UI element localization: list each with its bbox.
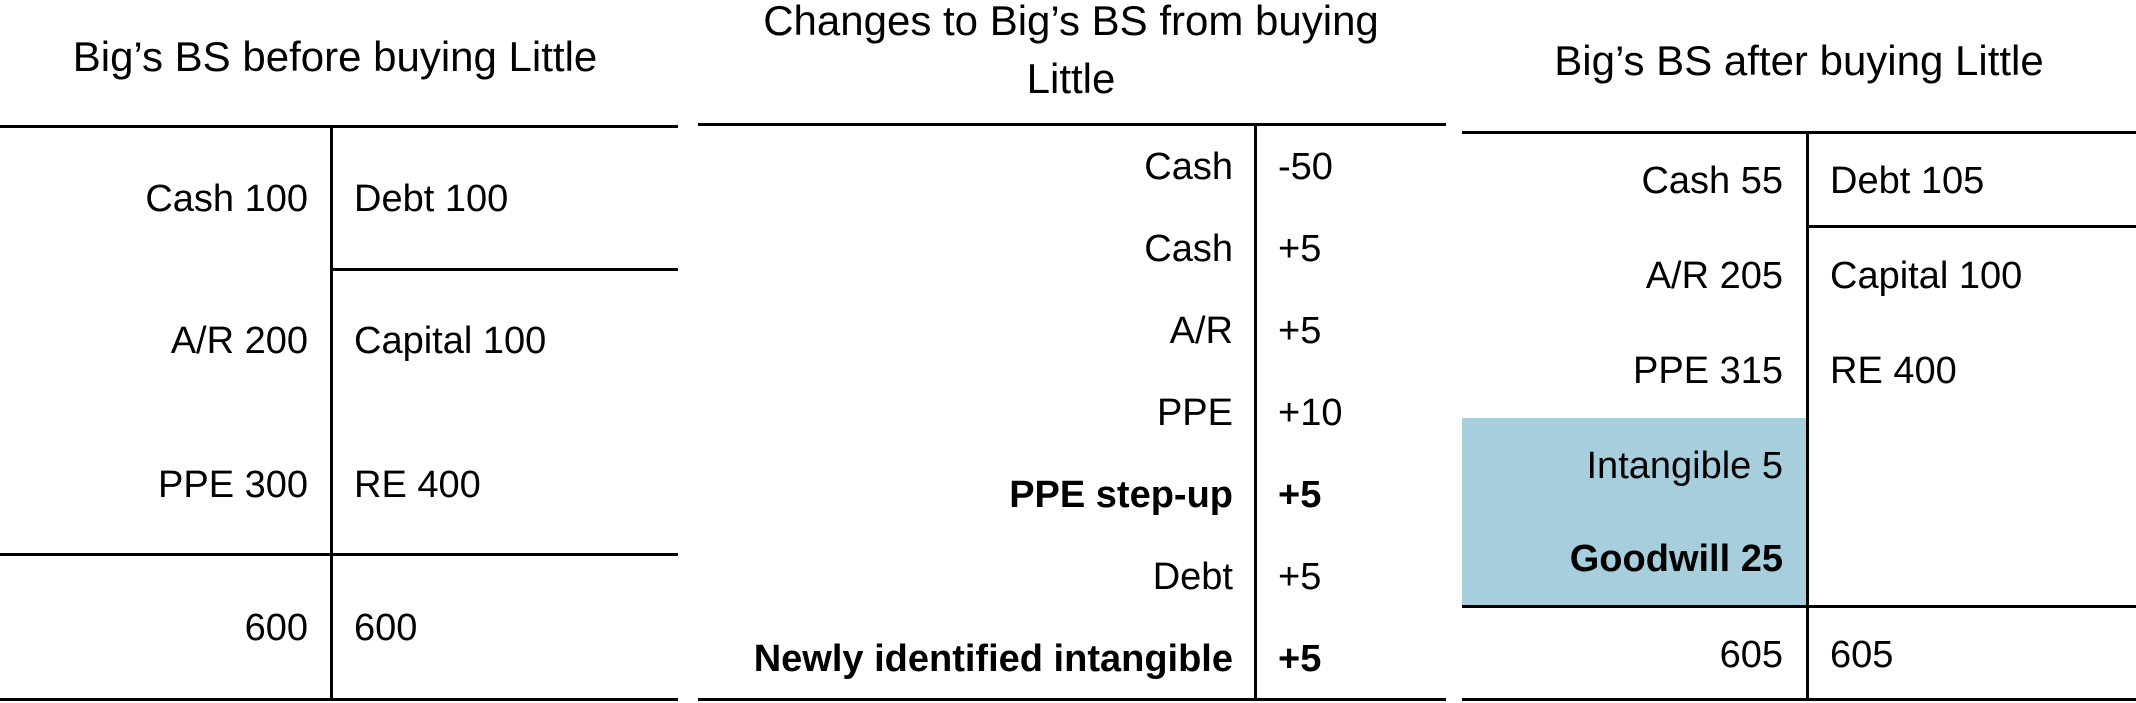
asset-cell: A/R 200 <box>170 320 308 362</box>
divider <box>332 268 678 271</box>
change-value: +5 <box>1278 474 1322 516</box>
panel-changes-title-line2: Little <box>1026 55 1116 102</box>
change-item: Newly identified intangible <box>753 638 1233 680</box>
divider <box>1808 225 2136 228</box>
total-assets: 600 <box>244 607 308 649</box>
change-value: +10 <box>1278 392 1343 434</box>
change-value: +5 <box>1278 228 1322 270</box>
divider <box>330 126 333 700</box>
liability-cell: RE 400 <box>354 464 481 506</box>
change-item: Cash <box>1144 228 1233 270</box>
new-assets-highlight <box>1462 418 1806 606</box>
change-value: -50 <box>1278 146 1333 188</box>
divider <box>1254 124 1257 700</box>
asset-cell: A/R 205 <box>1645 255 1783 297</box>
change-value: +5 <box>1278 556 1322 598</box>
change-item: Cash <box>1144 146 1233 188</box>
divider <box>0 125 678 128</box>
change-item: PPE <box>1156 392 1233 434</box>
divider <box>698 698 1446 701</box>
liability-cell: Debt 100 <box>354 178 509 220</box>
liability-cell: RE 400 <box>1830 350 1957 392</box>
total-assets: 605 <box>1719 634 1783 676</box>
liability-cell: Capital 100 <box>1830 255 2023 297</box>
total-liabilities: 600 <box>354 607 418 649</box>
divider <box>1462 698 2136 701</box>
divider <box>1462 605 2136 608</box>
panel-before-title: Big’s BS before buying Little <box>72 33 598 80</box>
divider <box>698 123 1446 126</box>
asset-cell: PPE 300 <box>158 464 308 506</box>
change-value: +5 <box>1278 310 1322 352</box>
asset-cell: Cash 55 <box>1641 160 1783 202</box>
liability-cell: Capital 100 <box>354 320 547 362</box>
divider <box>0 698 678 701</box>
divider <box>1462 131 2136 134</box>
divider <box>1806 132 1809 700</box>
asset-cell-intangible: Intangible 5 <box>1586 445 1784 487</box>
change-item: Debt <box>1152 556 1233 598</box>
change-item: PPE step-up <box>1009 474 1233 516</box>
change-item: A/R <box>1169 310 1233 352</box>
panel-changes-title-line1: Changes to Big’s BS from buying <box>763 0 1379 44</box>
panel-after-title: Big’s BS after buying Little <box>1554 37 2044 84</box>
total-liabilities: 605 <box>1830 634 1894 676</box>
divider <box>0 553 678 556</box>
change-value: +5 <box>1278 638 1322 680</box>
asset-cell-goodwill: Goodwill 25 <box>1569 538 1783 580</box>
liability-cell: Debt 105 <box>1830 160 1985 202</box>
asset-cell: Cash 100 <box>145 178 308 220</box>
asset-cell: PPE 315 <box>1633 350 1783 392</box>
